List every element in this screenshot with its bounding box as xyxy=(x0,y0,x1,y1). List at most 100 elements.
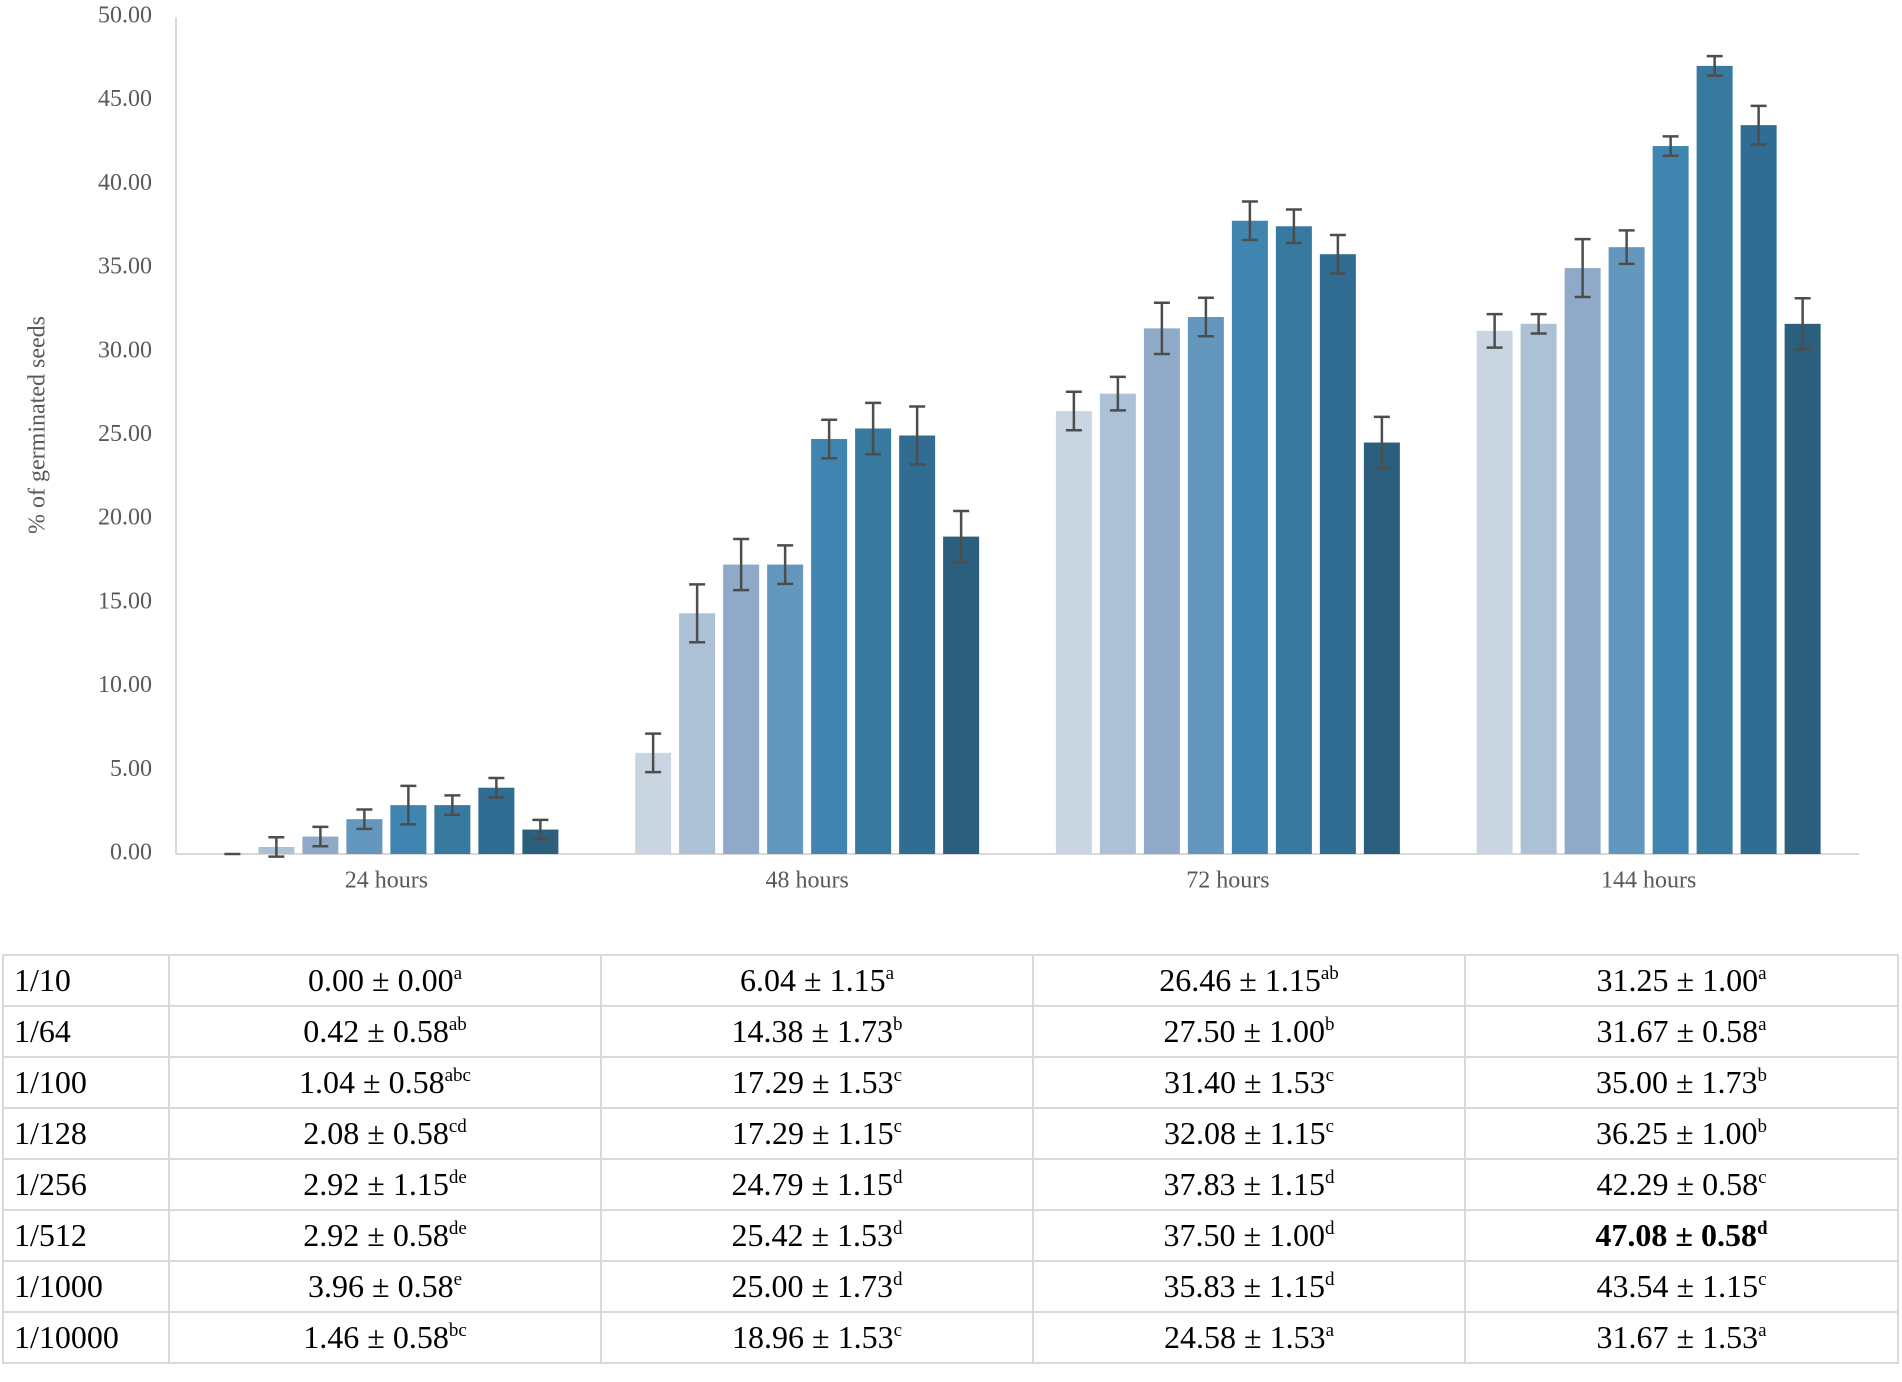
value-label: 2.92 ± 0.58 xyxy=(303,1217,449,1253)
table-cell: 31.25 ± 1.00a xyxy=(1464,954,1899,1007)
value-label: 35.83 ± 1.15 xyxy=(1163,1268,1326,1304)
error-bar xyxy=(1662,135,1679,158)
bar xyxy=(855,428,892,854)
table-cell: 25.42 ± 1.53d xyxy=(600,1209,1034,1262)
error-bar xyxy=(1706,54,1723,77)
significance-letter: b xyxy=(1757,1065,1768,1086)
y-tick-label: 45.00 xyxy=(98,86,152,112)
y-tick-label: 40.00 xyxy=(98,170,152,196)
table-row: 1/128 2.08 ± 0.58cd 17.29 ± 1.15c 32.08 ± 1… xyxy=(2,1107,1899,1160)
error-bar xyxy=(1329,233,1346,275)
row-label: 1/64 xyxy=(2,1005,170,1058)
row-label: 1/256 xyxy=(2,1158,170,1211)
x-tick-label: 144 hours xyxy=(1601,868,1696,894)
row-label: 1/10000 xyxy=(2,1311,170,1364)
significance-letter: c xyxy=(893,1320,902,1341)
value-label: 24.58 ± 1.53 xyxy=(1164,1319,1326,1355)
y-tick-label: 50.00 xyxy=(98,3,152,29)
error-bar xyxy=(645,732,662,774)
significance-letter: ab xyxy=(448,1014,467,1035)
row-label: 1/10 xyxy=(2,954,170,1007)
y-axis-label: % of germinated seeds xyxy=(25,316,51,534)
value-label: 2.92 ± 1.15 xyxy=(303,1166,449,1202)
table-row: 1/64 0.42 ± 0.58ab 14.38 ± 1.73b 27.50 ± 1.… xyxy=(2,1005,1899,1058)
significance-letter: a xyxy=(1758,963,1767,984)
row-label: 1/100 xyxy=(2,1056,170,1109)
table-cell: 14.38 ± 1.73b xyxy=(600,1005,1034,1058)
table-cell: 24.79 ± 1.15d xyxy=(600,1158,1034,1211)
significance-letter: de xyxy=(448,1167,467,1188)
value-label: 2.08 ± 0.58 xyxy=(303,1115,449,1151)
table-cell: 31.67 ± 0.58a xyxy=(1464,1005,1899,1058)
y-tick-label: 25.00 xyxy=(98,421,152,447)
significance-letter: b xyxy=(1757,1116,1768,1137)
table-cell: 31.67 ± 1.53a xyxy=(1464,1311,1899,1364)
significance-letter: abc xyxy=(444,1065,471,1086)
error-bar xyxy=(356,808,373,831)
error-bar xyxy=(953,509,970,564)
table-cell: 1.04 ± 0.58abc xyxy=(168,1056,602,1109)
table-cell: 42.29 ± 0.58c xyxy=(1464,1158,1899,1211)
table-row: 1/256 2.92 ± 1.15de 24.79 ± 1.15d 37.83 ± 1… xyxy=(2,1158,1899,1211)
bar xyxy=(1740,125,1777,855)
table-cell: 31.40 ± 1.53c xyxy=(1032,1056,1466,1109)
value-label: 26.46 ± 1.15 xyxy=(1159,962,1321,998)
bar xyxy=(1055,411,1092,854)
value-label: 37.83 ± 1.15 xyxy=(1163,1166,1326,1202)
bar xyxy=(1608,247,1645,855)
table-cell: 24.58 ± 1.53a xyxy=(1032,1311,1466,1364)
table-cell: 17.29 ± 1.53c xyxy=(600,1056,1034,1109)
significance-letter: a xyxy=(1325,1320,1334,1341)
table-cell: 2.92 ± 0.58de xyxy=(168,1209,602,1262)
chart: % of germinated seeds 0.00 5.00 10.00 15.00… xyxy=(25,3,1859,894)
row-label: 1/1000 xyxy=(2,1260,170,1313)
significance-letter: d xyxy=(893,1218,903,1239)
value-label: 47.08 ± 0.58 xyxy=(1595,1217,1757,1253)
y-tick-label: 0.00 xyxy=(110,840,152,866)
significance-letter: d xyxy=(1325,1167,1335,1188)
significance-letter: c xyxy=(1758,1167,1767,1188)
table-cell: 18.96 ± 1.53c xyxy=(600,1311,1034,1364)
error-bar xyxy=(1241,200,1258,242)
table-row: 1/100 1.04 ± 0.58abc 17.29 ± 1.53c 31.40 ± … xyxy=(2,1056,1899,1109)
significance-letter: de xyxy=(448,1218,467,1239)
significance-letter: e xyxy=(453,1269,462,1290)
table-cell: 1.46 ± 0.58bc xyxy=(168,1311,602,1364)
significance-letter: d xyxy=(893,1167,903,1188)
table-cell: 6.04 ± 1.15a xyxy=(600,954,1034,1007)
significance-letter: b xyxy=(893,1014,903,1035)
error-bar xyxy=(1373,415,1390,470)
table-row: 1/1000 3.96 ± 0.58e 25.00 ± 1.73d 35.83 ± 1… xyxy=(2,1260,1899,1313)
significance-letter: c xyxy=(1758,1269,1767,1290)
bar xyxy=(1520,323,1557,854)
error-bar xyxy=(1486,312,1503,349)
value-label: 3.96 ± 0.58 xyxy=(308,1268,454,1304)
error-bar xyxy=(1530,312,1547,335)
table-cell: 35.00 ± 1.73b xyxy=(1464,1056,1899,1109)
y-tick-label: 5.00 xyxy=(110,756,152,782)
value-label: 42.29 ± 0.58 xyxy=(1596,1166,1759,1202)
row-label: 1/512 xyxy=(2,1209,170,1262)
table-cell: 36.25 ± 1.00b xyxy=(1464,1107,1899,1160)
error-bar xyxy=(1285,208,1302,245)
bar xyxy=(478,787,515,854)
value-label: 37.50 ± 1.00 xyxy=(1163,1217,1326,1253)
value-label: 25.42 ± 1.53 xyxy=(731,1217,894,1253)
value-label: 27.50 ± 1.00 xyxy=(1163,1013,1326,1049)
value-label: 17.29 ± 1.15 xyxy=(732,1115,894,1151)
table-row: 1/10 0.00 ± 0.00a 6.04 ± 1.15a 26.46 ± 1.15… xyxy=(2,954,1899,1007)
value-label: 1.04 ± 0.58 xyxy=(299,1064,445,1100)
bar xyxy=(943,536,980,854)
value-label: 24.79 ± 1.15 xyxy=(731,1166,894,1202)
value-label: 18.96 ± 1.53 xyxy=(732,1319,894,1355)
error-bar xyxy=(268,836,285,858)
table-cell: 32.08 ± 1.15c xyxy=(1032,1107,1466,1160)
error-bar xyxy=(689,583,706,644)
value-label: 6.04 ± 1.15 xyxy=(740,962,886,998)
error-bar xyxy=(821,418,838,460)
bar xyxy=(1231,220,1268,854)
error-bar xyxy=(400,784,417,826)
bar xyxy=(1319,254,1356,854)
bar xyxy=(1099,393,1136,854)
value-label: 17.29 ± 1.53 xyxy=(732,1064,894,1100)
